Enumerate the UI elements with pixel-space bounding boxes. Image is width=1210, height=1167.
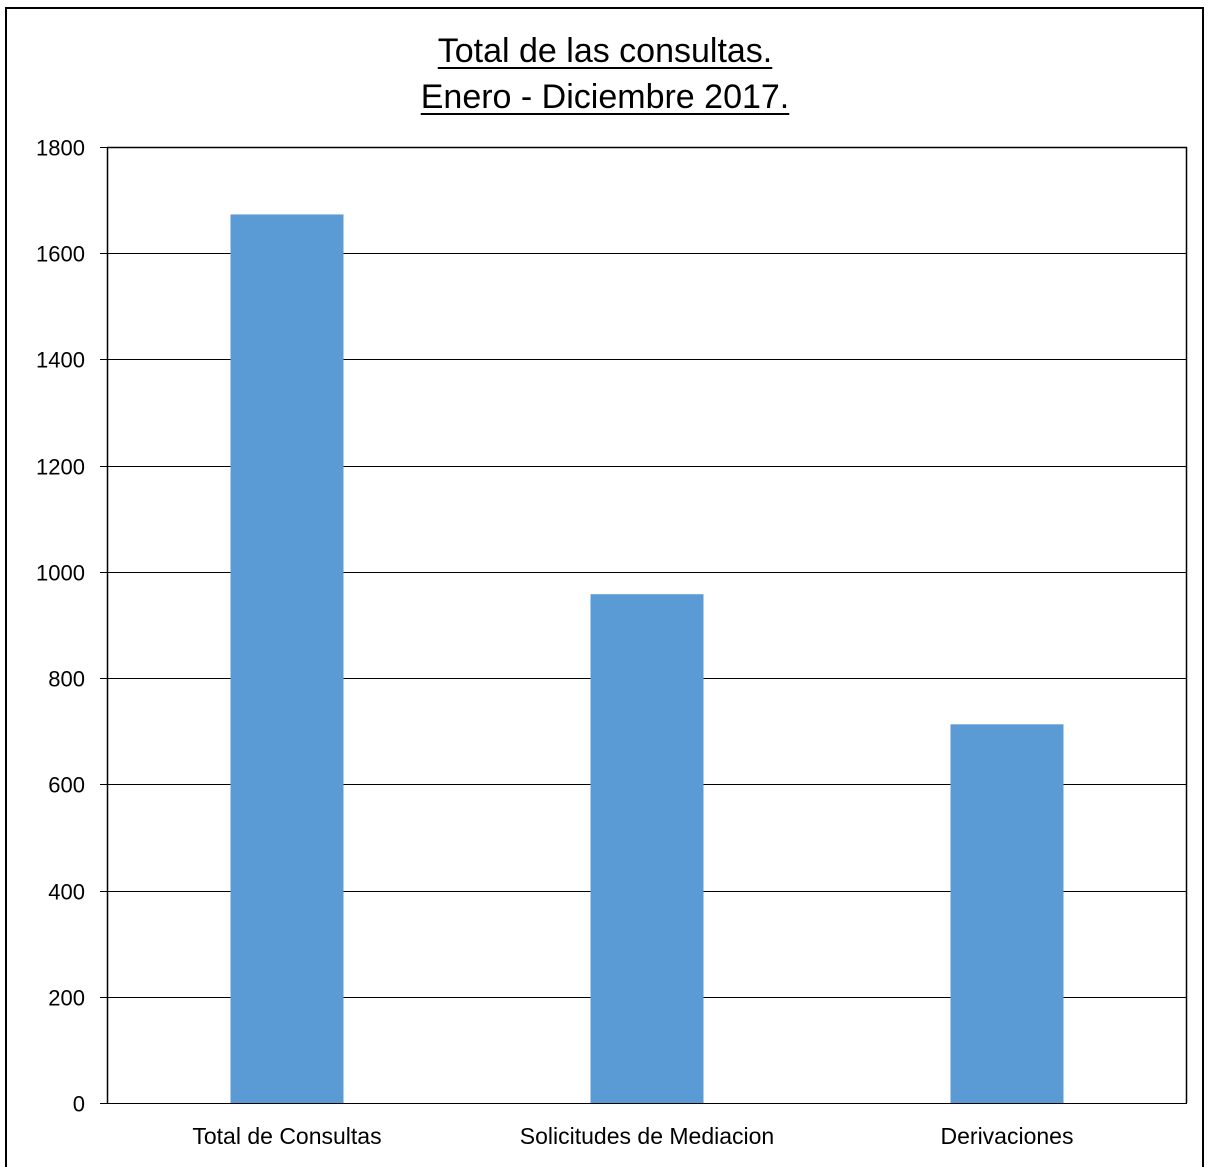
bar-2 xyxy=(590,594,704,1103)
y-tick-label: 400 xyxy=(48,880,85,905)
y-tick-label: 1400 xyxy=(36,348,85,373)
y-tick-label: 1200 xyxy=(36,455,85,480)
x-category-label: Solicitudes de Mediacion xyxy=(520,1123,774,1149)
bars xyxy=(230,214,1064,1103)
chart-title-block: Total de las consultas. Enero - Diciembr… xyxy=(0,28,1210,120)
x-category-label: Derivaciones xyxy=(941,1123,1074,1149)
y-tick-label: 1000 xyxy=(36,561,85,586)
y-tick-label: 1800 xyxy=(36,136,85,161)
chart-subtitle: Enero - Diciembre 2017. xyxy=(420,78,790,116)
bar-3 xyxy=(950,724,1064,1103)
y-tick-label: 1600 xyxy=(36,242,85,267)
x-category-labels: Total de Consultas Solicitudes de Mediaci… xyxy=(192,1123,1073,1149)
chart-title: Total de las consultas. xyxy=(437,32,773,70)
chart-frame xyxy=(5,7,1204,1167)
axes xyxy=(100,146,1188,1104)
y-tick-label: 0 xyxy=(73,1092,85,1117)
y-tick-label: 200 xyxy=(48,986,85,1011)
x-category-label: Total de Consultas xyxy=(192,1123,381,1149)
y-tick-labels: 0 200 400 600 800 1000 1200 1400 1600 1800 xyxy=(36,136,85,1117)
y-tick-label: 800 xyxy=(48,667,85,692)
y-tick-label: 600 xyxy=(48,773,85,798)
bar-1 xyxy=(230,214,344,1103)
